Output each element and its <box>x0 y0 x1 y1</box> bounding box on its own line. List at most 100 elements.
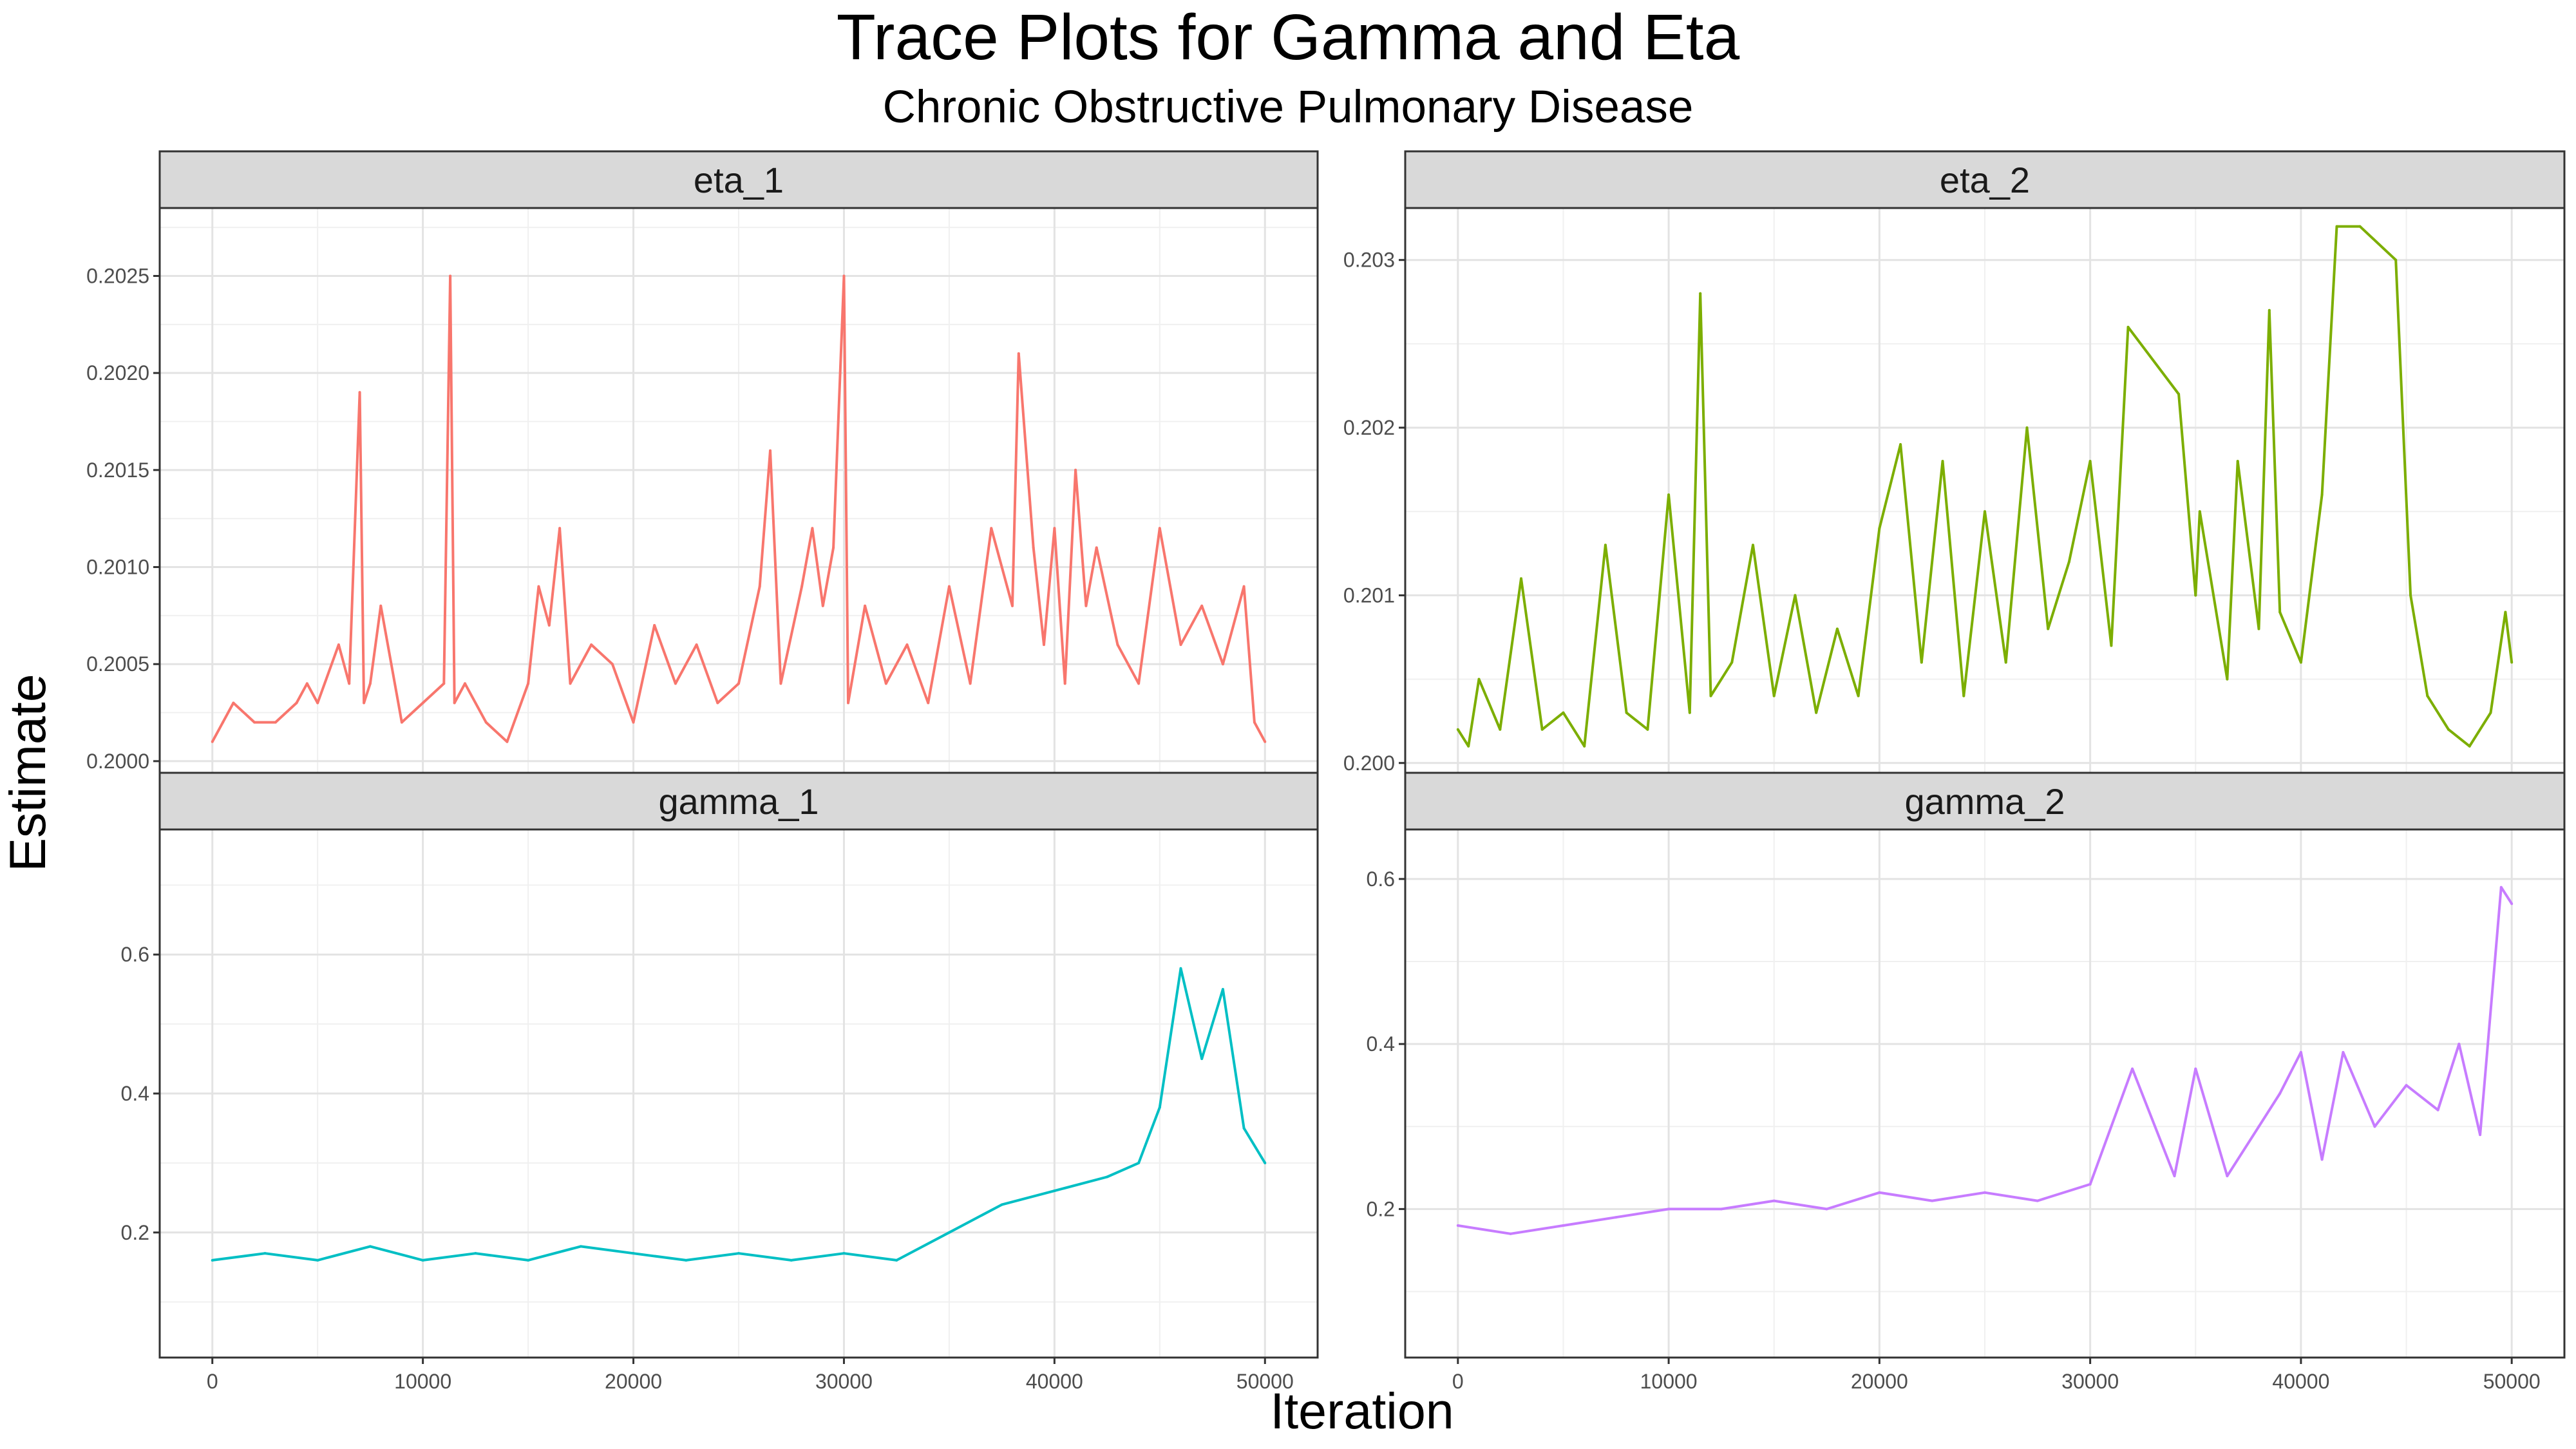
trace-point <box>1520 577 1522 580</box>
trace-point <box>1200 604 1204 607</box>
trace-point <box>1931 1199 1934 1202</box>
panel-gamma_2: gamma_2 0 10000 20000 30000 40000 50000 0.2 0.4 0… <box>1367 772 2566 1393</box>
trace-point <box>1221 988 1224 991</box>
trace-point <box>800 585 804 588</box>
y-tick-label: 0.4 <box>121 1082 149 1105</box>
trace-point <box>832 546 835 549</box>
trace-point <box>1137 1161 1141 1164</box>
trace-point <box>1562 1224 1565 1227</box>
trace-point <box>2479 1133 2482 1137</box>
panel-gamma_1: gamma_1 0 10000 20000 30000 40000 50000 0.2 0.4 0… <box>121 772 1319 1393</box>
trace-point <box>527 682 530 685</box>
trace-point <box>2436 1108 2439 1112</box>
trace-point <box>2409 594 2412 597</box>
trace-point <box>1540 728 1544 731</box>
trace-point <box>1221 663 1224 666</box>
trace-point <box>1253 721 1256 724</box>
trace-point <box>2468 744 2471 748</box>
trace-point <box>685 1258 688 1262</box>
trace-point <box>947 1231 951 1234</box>
trace-point <box>905 643 909 647</box>
trace-point <box>211 1258 214 1262</box>
trace-point <box>1667 493 1671 497</box>
trace-point <box>2320 493 2324 497</box>
trace-point <box>305 682 308 685</box>
y-tick-label: 0.2020 <box>86 361 149 384</box>
trace-point <box>2458 1043 2461 1046</box>
trace-point <box>1962 694 1965 697</box>
trace-point <box>1242 585 1245 588</box>
y-tick-label: 0.2010 <box>86 556 149 579</box>
trace-point <box>947 585 951 588</box>
trace-point <box>295 701 298 705</box>
panel-strip-label: eta_2 <box>1940 160 2030 200</box>
trace-point <box>442 682 446 685</box>
trace-point <box>1604 544 1607 547</box>
y-tick-label: 0.2005 <box>86 652 149 676</box>
x-tick-label: 10000 <box>394 1370 451 1393</box>
x-tick-label: 20000 <box>1851 1370 1908 1393</box>
trace-point <box>1053 527 1056 530</box>
trace-point <box>337 643 340 647</box>
trace-point <box>1456 728 1459 731</box>
trace-point <box>1984 510 1986 513</box>
trace-point <box>368 1245 372 1248</box>
trace-point <box>1179 643 1182 647</box>
panel-border <box>1404 828 2566 1359</box>
trace-point <box>1667 1208 1671 1211</box>
trace-point <box>2088 1182 2092 1186</box>
trace-point <box>1467 744 1470 748</box>
x-tick-label: 50000 <box>2483 1370 2541 1393</box>
trace-point <box>1772 694 1776 697</box>
y-tick-label: 0.2 <box>1367 1197 1395 1220</box>
trace-point <box>653 623 656 627</box>
trace-point <box>1899 443 1902 446</box>
trace-point <box>464 682 467 685</box>
panel-strip-label: gamma_2 <box>1904 781 2065 822</box>
trace-point <box>1116 643 1119 647</box>
trace-point <box>632 721 635 724</box>
trace-point <box>842 274 846 278</box>
y-tick-label: 0.201 <box>1343 583 1395 607</box>
trace-point <box>1074 468 1077 471</box>
trace-point <box>611 663 614 666</box>
trace-point <box>927 701 930 705</box>
trace-point <box>2510 661 2514 664</box>
trace-point <box>1158 527 1161 530</box>
trace-point <box>506 740 509 743</box>
trace-point <box>737 682 740 685</box>
trace-point <box>1583 744 1586 748</box>
panel-strip-label: gamma_1 <box>658 781 819 822</box>
trace-point <box>1984 1191 1986 1194</box>
trace-point <box>842 1252 846 1255</box>
chart-subtitle: Chronic Obstructive Pulmonary Disease <box>883 82 1694 133</box>
trace-point <box>1772 1199 1776 1202</box>
x-tick-label: 50000 <box>1236 1370 1294 1393</box>
trace-point <box>1017 352 1020 355</box>
trace-point <box>1000 1203 1003 1206</box>
trace-point <box>737 1252 740 1255</box>
trace-point <box>1941 460 1944 463</box>
x-tick-label: 30000 <box>815 1370 873 1393</box>
trace-point <box>2489 711 2492 714</box>
trace-point <box>579 1245 582 1248</box>
trace-point <box>1264 740 1267 743</box>
trace-point <box>2499 886 2503 889</box>
trace-point <box>811 527 814 530</box>
trace-point <box>1752 544 1754 547</box>
x-tick-label: 0 <box>207 1370 218 1393</box>
trace-point <box>2177 392 2181 395</box>
panels-group: eta_1010000200003000040000500000.20000.2… <box>86 150 2566 1393</box>
trace-point <box>569 682 572 685</box>
trace-point <box>1200 1057 1204 1061</box>
trace-point <box>1878 1191 1881 1194</box>
trace-point <box>379 604 383 607</box>
trace-point <box>2320 1158 2324 1161</box>
x-tick-label: 30000 <box>2061 1370 2119 1393</box>
trace-point <box>2173 1175 2176 1178</box>
trace-point <box>1179 967 1182 970</box>
trace-point <box>2278 611 2282 614</box>
trace-point <box>1499 728 1502 731</box>
y-tick-label: 0.2015 <box>86 459 149 482</box>
